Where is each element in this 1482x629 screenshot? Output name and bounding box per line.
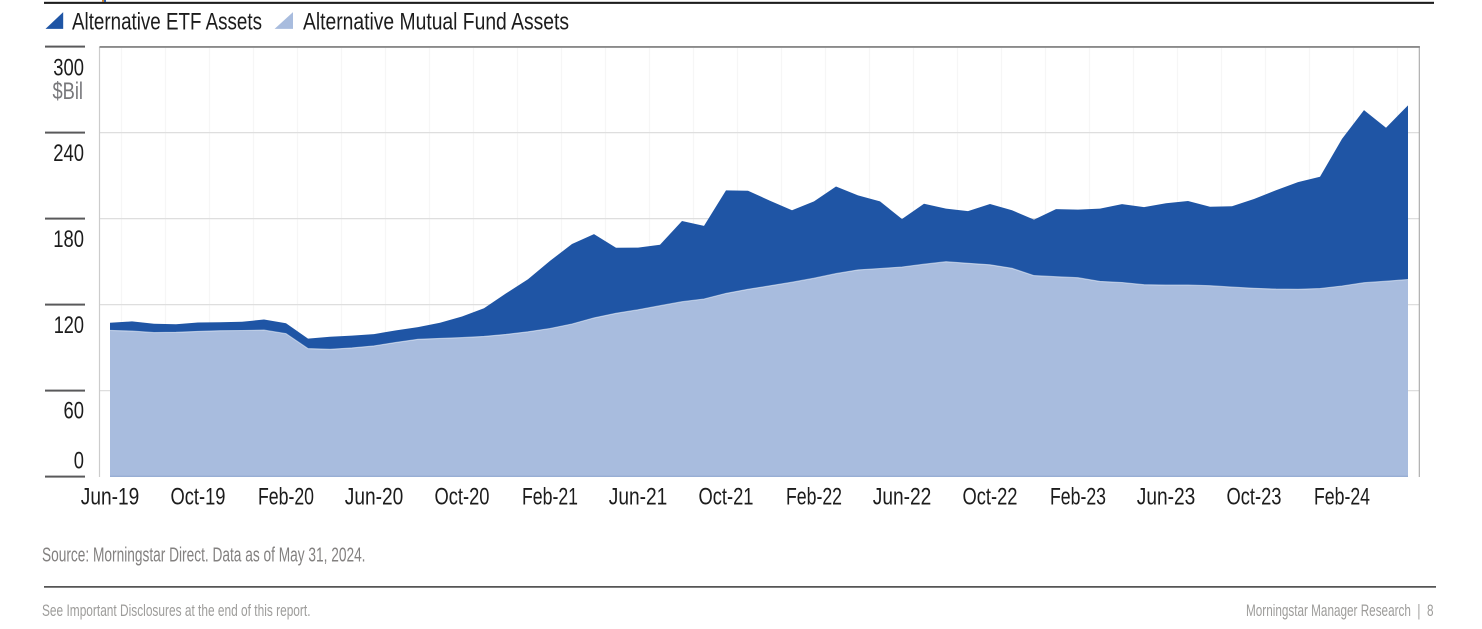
svg-text:120: 120 [54, 312, 84, 339]
svg-text:300: 300 [53, 55, 84, 82]
svg-text:Jun-21: Jun-21 [609, 484, 668, 511]
svg-text:Morningstar Manager Research: Morningstar Manager Research | 8 [1246, 601, 1434, 620]
svg-text:Jun-20: Jun-20 [345, 484, 404, 511]
svg-text:Jun-19: Jun-19 [81, 484, 140, 511]
svg-text:0: 0 [74, 448, 84, 475]
svg-text:Oct-23: Oct-23 [1227, 484, 1282, 511]
svg-text:180: 180 [53, 226, 84, 253]
svg-text:$Bil: $Bil [53, 78, 84, 105]
svg-text:60: 60 [64, 398, 85, 425]
svg-text:Alternative ETF Assets: Alternative ETF Assets [72, 8, 262, 35]
svg-text:Oct-19: Oct-19 [171, 484, 226, 511]
svg-text:Jun-23: Jun-23 [1137, 484, 1196, 511]
svg-text:Feb-20: Feb-20 [258, 484, 314, 511]
svg-text:Oct-21: Oct-21 [699, 484, 754, 511]
svg-text:Oct-22: Oct-22 [963, 484, 1018, 511]
svg-text:Feb-22: Feb-22 [786, 484, 842, 511]
svg-text:Feb-21: Feb-21 [522, 484, 578, 511]
svg-text:Alternative Mutual Fund Assets: Alternative Mutual Fund Assets [303, 8, 569, 35]
svg-text:See Important Disclosures at t: See Important Disclosures at the end of … [42, 601, 311, 620]
svg-text:Jun-22: Jun-22 [873, 484, 932, 511]
svg-text:Feb-23: Feb-23 [1050, 484, 1106, 511]
svg-text:Feb-24: Feb-24 [1314, 484, 1370, 511]
svg-text:Oct-20: Oct-20 [435, 484, 490, 511]
svg-text:240: 240 [53, 140, 84, 167]
svg-text:Source: Morningstar Direct. Da: Source: Morningstar Direct. Data as of M… [42, 544, 366, 566]
